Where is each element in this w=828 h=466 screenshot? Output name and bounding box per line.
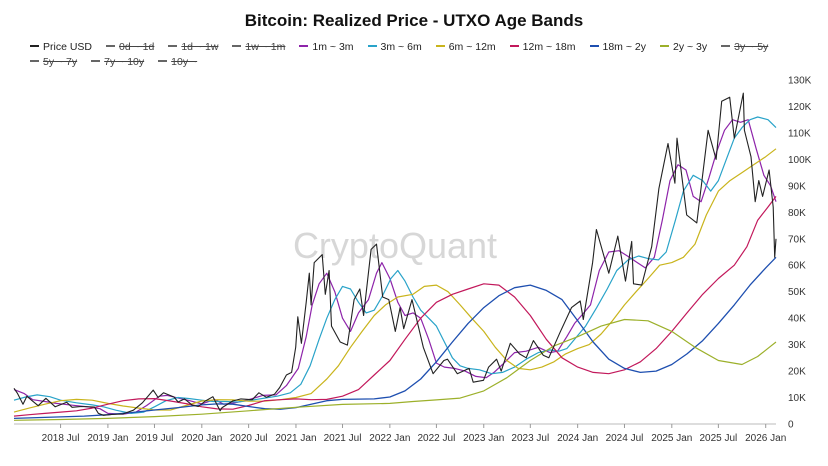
y-tick-label: 40K — [788, 314, 806, 325]
legend-label: 7y ~ 10y — [104, 56, 145, 68]
series-line-3m-6m — [13, 116, 777, 414]
y-tick-label: 130K — [788, 76, 812, 87]
x-tick-label: 2020 Jan — [181, 433, 222, 444]
y-tick-label: 90K — [788, 181, 806, 192]
legend-item-3y-5y[interactable]: 3y ~ 5y — [721, 40, 768, 55]
y-tick-label: 100K — [788, 155, 812, 166]
legend-item-price-usd[interactable]: Price USD — [30, 40, 92, 55]
legend-swatch — [299, 45, 309, 48]
x-axis: 2018 Jul 2019 Jan 2019 Jul 2020 Jan 2020 Jul… — [14, 423, 786, 444]
legend-swatch — [367, 45, 377, 48]
legend-swatch — [91, 60, 101, 63]
legend-swatch — [30, 60, 39, 63]
legend-swatch — [435, 45, 445, 48]
legend-label: 6m ~ 12m — [448, 41, 496, 53]
watermark-text: CryptoQuant — [293, 225, 497, 266]
legend-item-7y-10y[interactable]: 7y ~ 10y — [91, 55, 144, 70]
legend-label: 18m ~ 2y — [602, 41, 646, 53]
x-tick-label: 2024 Jan — [557, 433, 598, 444]
legend-label: 5y ~ 7y — [43, 56, 78, 68]
legend-label: Price USD — [43, 41, 93, 53]
legend-item-1w-1m[interactable]: 1w ~ 1m — [232, 40, 285, 55]
x-tick-label: 2025 Jul — [699, 433, 737, 444]
legend-swatch — [168, 45, 178, 48]
series-line-6m-12m — [13, 148, 777, 413]
legend-item-1m-3m[interactable]: 1m ~ 3m — [299, 40, 354, 55]
x-tick-label: 2019 Jul — [136, 433, 174, 444]
series-line-1m-3m — [13, 119, 777, 415]
y-tick-label: 0 — [788, 420, 794, 431]
y-tick-label: 30K — [788, 340, 806, 351]
y-tick-label: 60K — [788, 261, 806, 272]
y-tick-label: 110K — [788, 128, 811, 139]
x-tick-label: 2018 Jul — [42, 433, 80, 444]
x-tick-label: 2019 Jan — [87, 433, 128, 444]
legend-item-12m-18m[interactable]: 12m ~ 18m — [509, 40, 576, 55]
x-tick-label: 2022 Jul — [418, 433, 456, 444]
legend-swatch — [659, 45, 669, 48]
series-line-18m-2y — [13, 256, 777, 420]
legend-item-2y-3y[interactable]: 2y ~ 3y — [659, 40, 708, 55]
legend-swatch — [232, 45, 242, 48]
legend-item-6m-12m[interactable]: 6m ~ 12m — [435, 40, 496, 55]
y-tick-label: 80K — [788, 208, 806, 219]
legend-item-10y[interactable]: 10y ~ — [158, 55, 197, 70]
legend-swatch — [106, 45, 116, 48]
legend-label: 1d ~ 1w — [181, 41, 219, 53]
legend-label: 3m ~ 6m — [380, 41, 422, 53]
x-tick-label: 2026 Jan — [745, 433, 786, 444]
legend-label: 2y ~ 3y — [672, 41, 708, 53]
series-line-2y-3y — [13, 318, 777, 421]
legend-label: 10y ~ — [171, 56, 198, 68]
x-tick-label: 2020 Jul — [230, 433, 268, 444]
legend: Price USD 0d ~ 1d 1d ~ 1w 1w ~ 1m 1m ~ 3m 3m … — [30, 40, 820, 70]
series-line-12m-18m — [13, 196, 777, 417]
y-axis: 0 10K 20K 30K 40K 50K 60K 70K 80K 90K 100K 110K 120K… — [788, 76, 812, 431]
y-tick-label: 10K — [788, 393, 806, 404]
legend-item-18m-2y[interactable]: 18m ~ 2y — [589, 40, 646, 55]
y-tick-label: 120K — [788, 102, 812, 113]
series-line-price-usd — [13, 92, 777, 416]
legend-swatch — [30, 45, 39, 48]
x-tick-label: 2025 Jan — [651, 433, 692, 444]
y-tick-label: 70K — [788, 234, 806, 245]
x-tick-label: 2021 Jan — [275, 433, 316, 444]
x-tick-label: 2023 Jul — [511, 433, 549, 444]
legend-swatch — [589, 45, 599, 48]
legend-item-0d-1d[interactable]: 0d ~ 1d — [106, 40, 154, 55]
legend-label: 0d ~ 1d — [119, 41, 155, 53]
legend-item-3m-6m[interactable]: 3m ~ 6m — [367, 40, 422, 55]
legend-swatch — [158, 60, 168, 63]
legend-item-5y-7y[interactable]: 5y ~ 7y — [30, 55, 77, 70]
x-tick-label: 2022 Jan — [369, 433, 410, 444]
legend-item-1d-1w[interactable]: 1d ~ 1w — [168, 40, 218, 55]
series-layer — [13, 92, 777, 421]
legend-label: 1w ~ 1m — [245, 41, 286, 53]
legend-swatch — [509, 45, 519, 48]
x-tick-label: 2024 Jul — [606, 433, 644, 444]
y-tick-label: 50K — [788, 287, 806, 298]
legend-label: 3y ~ 5y — [734, 41, 769, 53]
chart-title: Bitcoin: Realized Price - UTXO Age Bands — [244, 11, 584, 30]
x-tick-label: 2021 Jul — [324, 433, 362, 444]
legend-label: 12m ~ 18m — [522, 41, 576, 53]
legend-swatch — [721, 45, 731, 48]
legend-label: 1m ~ 3m — [312, 41, 354, 53]
x-tick-label: 2023 Jan — [463, 433, 504, 444]
y-tick-label: 20K — [788, 367, 806, 378]
